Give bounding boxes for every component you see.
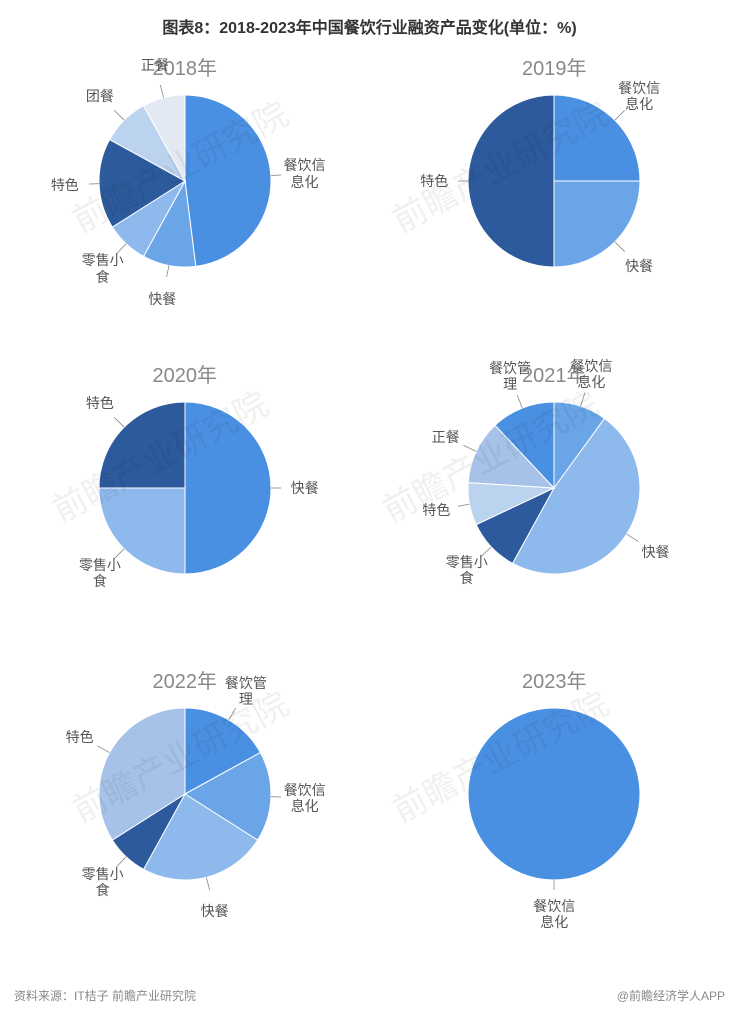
pie-2019: 餐饮信息化快餐特色 [458,85,650,277]
slice-label: 快餐 [625,258,653,274]
slice-label: 特色 [86,395,114,411]
pie-svg [458,85,650,277]
cell-2018: 2018年 餐饮信息化快餐零售小食特色团餐正餐 [0,44,370,351]
slice-label: 餐饮信息化 [533,898,575,930]
chart-main-title: 图表8：2018-2023年中国餐饮行业融资产品变化(单位：%) [0,0,739,44]
slice-label: 零售小食 [82,252,124,284]
pie-svg [89,698,281,890]
pie-2021: 餐饮信息化快餐零售小食特色正餐餐饮管理 [458,392,650,584]
slice-label: 餐饮管理 [489,360,531,392]
slice-label: 餐饮管理 [225,675,267,707]
slice-label: 正餐 [141,57,169,73]
pie-2018: 餐饮信息化快餐零售小食特色团餐正餐 [89,85,281,277]
source-text: 资料来源：IT桔子 前瞻产业研究院 [14,987,196,1004]
pie-slice [185,402,271,574]
slice-label: 餐饮信息化 [284,782,326,814]
slice-label: 零售小食 [82,866,124,898]
cell-2022: 2022年 餐饮管理餐饮信息化快餐零售小食特色 [0,657,370,964]
slice-label: 团餐 [86,88,114,104]
slice-label: 快餐 [201,903,229,919]
slice-label: 餐饮信息化 [618,80,660,112]
cell-2023: 2023年 餐饮信息化 [370,657,739,964]
year-title: 2020年 [153,359,218,388]
cell-2021: 2021年 餐饮信息化快餐零售小食特色正餐餐饮管理 [370,351,739,658]
pie-slice [99,402,185,488]
slice-label: 特色 [422,502,450,518]
slice-label: 特色 [420,173,448,189]
pie-2022: 餐饮管理餐饮信息化快餐零售小食特色 [89,698,281,890]
pie-svg [89,392,281,584]
slice-label: 快餐 [642,544,670,560]
footer: 资料来源：IT桔子 前瞻产业研究院 @前瞻经济学人APP [14,987,725,1004]
pie-svg [89,85,281,277]
slice-label: 餐饮信息化 [570,357,612,389]
pie-grid: 2018年 餐饮信息化快餐零售小食特色团餐正餐 2019年 餐饮信息化快餐特色 … [0,44,739,964]
slice-label: 特色 [66,728,94,744]
pie-2020: 快餐零售小食特色 [89,392,281,584]
slice-label: 正餐 [432,429,460,445]
pie-slice [185,95,271,266]
pie-svg [458,698,650,890]
slice-label: 快餐 [148,291,176,307]
attribution-text: @前瞻经济学人APP [617,987,725,1004]
pie-slice [468,708,640,880]
pie-slice [468,95,554,267]
slice-label: 特色 [51,177,79,193]
slice-label: 零售小食 [446,554,488,586]
slice-label: 零售小食 [79,556,121,588]
cell-2019: 2019年 餐饮信息化快餐特色 [370,44,739,351]
slice-label: 快餐 [291,480,319,496]
slice-label: 餐饮信息化 [284,157,326,189]
year-title: 2019年 [522,52,587,81]
year-title: 2022年 [153,665,218,694]
pie-slice [554,181,640,267]
year-title: 2023年 [522,665,587,694]
pie-2023: 餐饮信息化 [458,698,650,890]
cell-2020: 2020年 快餐零售小食特色 [0,351,370,658]
